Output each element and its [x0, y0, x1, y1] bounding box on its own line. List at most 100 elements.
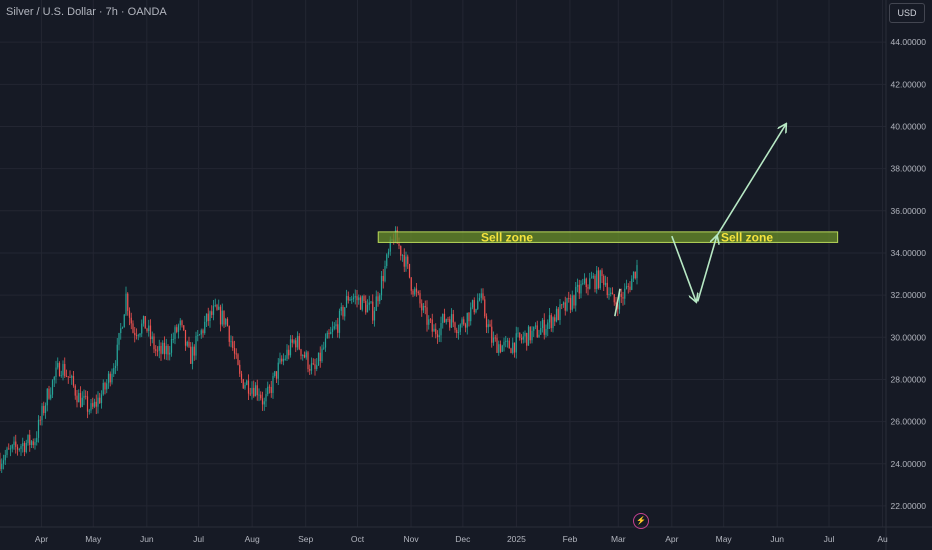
candle-body — [485, 316, 488, 328]
candle-body — [50, 394, 52, 399]
candle-body — [575, 286, 577, 306]
candle-body — [275, 371, 278, 379]
candle-body — [337, 324, 339, 333]
candle-body — [177, 325, 180, 332]
candle-body — [165, 345, 167, 355]
candle-body — [552, 317, 554, 329]
candle-body — [270, 387, 272, 393]
candle-body — [282, 358, 285, 362]
candle-body — [205, 313, 208, 322]
candle-body — [284, 358, 286, 360]
candle-body — [389, 239, 391, 252]
candle-body — [496, 337, 498, 353]
candle-body — [265, 394, 267, 402]
candle-body — [501, 345, 503, 352]
candle-body — [617, 304, 619, 310]
candle-body — [267, 386, 269, 395]
candle-body — [520, 337, 523, 340]
candle-body — [580, 284, 582, 294]
candle-body — [384, 265, 386, 282]
candle-body — [134, 332, 136, 336]
candle-body — [442, 313, 444, 324]
candle-body — [169, 352, 171, 355]
candle-body — [562, 302, 565, 305]
lightning-icon[interactable]: ⚡ — [633, 513, 649, 529]
candle-body — [0, 459, 1, 470]
candle-body — [15, 441, 17, 447]
candle-body — [181, 320, 183, 326]
candle-body — [387, 251, 390, 255]
candle-body — [85, 395, 87, 397]
candle-body — [25, 442, 27, 453]
candle-body — [620, 293, 622, 297]
candle-body — [13, 441, 15, 445]
candle-body — [149, 325, 152, 340]
candle-body — [218, 306, 220, 310]
candle-body — [310, 363, 313, 371]
candle-body — [342, 306, 344, 317]
candle-body — [104, 382, 106, 390]
currency-button[interactable]: USD — [889, 3, 925, 23]
candle-body — [244, 384, 246, 389]
candle-body — [368, 302, 370, 305]
candle-body — [132, 323, 134, 333]
candle-body — [43, 406, 45, 413]
candle-body — [83, 395, 85, 398]
candle-body — [373, 310, 376, 321]
candle-body — [113, 367, 115, 374]
candle-body — [216, 305, 218, 310]
candle-body — [170, 339, 173, 353]
candle-body — [179, 320, 181, 326]
candle-body — [456, 329, 458, 334]
candle-body — [513, 342, 516, 353]
candle-body — [636, 265, 638, 279]
candle-body — [613, 294, 615, 303]
candle-body — [30, 441, 33, 445]
candle-body — [121, 327, 124, 329]
candle-body — [627, 286, 629, 287]
candle-body — [317, 352, 320, 366]
x-tick-label: Au — [877, 534, 888, 544]
candle-body — [408, 263, 411, 278]
x-tick-label: Dec — [455, 534, 471, 544]
candle-body — [561, 304, 563, 306]
candle-body — [288, 349, 290, 356]
candle-body — [421, 303, 423, 311]
candle-body — [459, 324, 461, 332]
candle-body — [508, 340, 510, 349]
candle-body — [466, 312, 468, 328]
candle-body — [363, 296, 365, 301]
candle-body — [186, 341, 188, 346]
candle-body — [543, 319, 545, 335]
candle-body — [435, 328, 437, 335]
candle-body — [624, 288, 626, 299]
candle-body — [268, 386, 271, 388]
candle-body — [419, 293, 421, 304]
candle-body — [78, 393, 80, 403]
candle-body — [547, 322, 549, 330]
candle-body — [461, 319, 463, 325]
x-tick-label: Sep — [298, 534, 313, 544]
candle-body — [499, 344, 502, 352]
candle-body — [242, 379, 244, 389]
candle-body — [272, 376, 274, 393]
candle-body — [447, 319, 449, 320]
candle-body — [146, 328, 148, 331]
candle-body — [550, 315, 552, 329]
candle-body — [431, 319, 433, 332]
candle-body — [153, 336, 155, 350]
candle-body — [615, 302, 617, 305]
candle-body — [438, 335, 440, 338]
candle-body — [298, 336, 300, 350]
candle-body — [212, 305, 215, 315]
candle-body — [99, 397, 101, 403]
candle-body — [457, 331, 460, 334]
candle-body — [64, 364, 66, 377]
y-tick-label: 36.00000 — [891, 206, 927, 216]
candle-body — [135, 335, 138, 336]
candle-body — [309, 369, 311, 371]
candle-body — [568, 298, 570, 299]
candle-body — [195, 335, 197, 356]
candle-body — [62, 364, 64, 376]
